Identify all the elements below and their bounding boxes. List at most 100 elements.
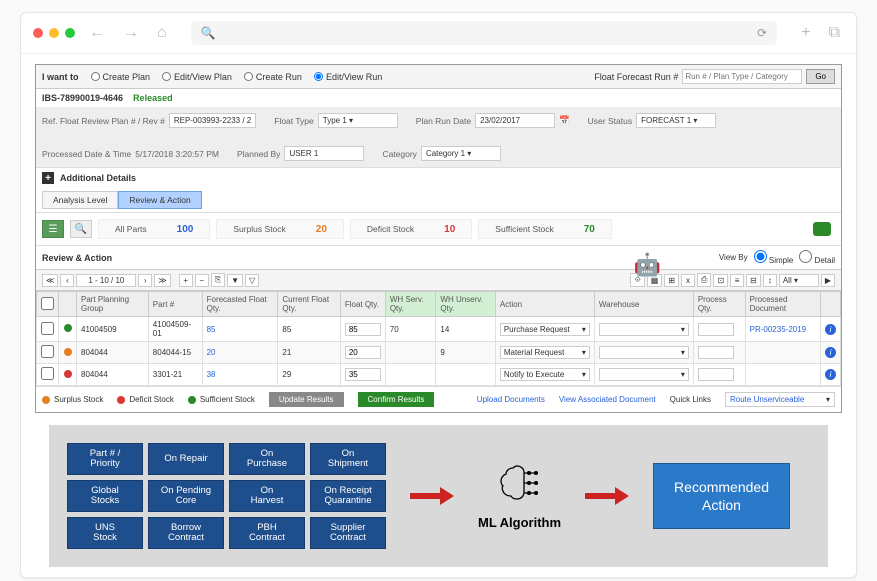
col-part[interactable]: Part # bbox=[148, 292, 202, 317]
go-button[interactable]: Go bbox=[806, 69, 835, 84]
col-wh-unserv[interactable]: WH Unserv. Qty. bbox=[436, 292, 495, 317]
radio-create-plan[interactable]: Create Plan bbox=[91, 72, 151, 82]
prev-page-button[interactable]: ‹ bbox=[60, 274, 74, 287]
quick-links-select[interactable]: Route Unserviceable▾ bbox=[725, 392, 835, 407]
cell-forecast-qty[interactable]: 38 bbox=[202, 364, 278, 386]
col-current-qty[interactable]: Current Float Qty. bbox=[278, 292, 340, 317]
input-box: GlobalStocks bbox=[67, 480, 143, 512]
delete-row-button[interactable]: − bbox=[195, 274, 209, 287]
minimize-window-icon[interactable] bbox=[49, 28, 59, 38]
surplus-label: Surplus Stock bbox=[233, 224, 285, 234]
next-page-button[interactable]: › bbox=[138, 274, 152, 287]
cell-warehouse[interactable]: ▾ bbox=[594, 342, 693, 364]
cell-action[interactable]: Notify to Execute▾ bbox=[495, 364, 594, 386]
cell-processed-doc[interactable]: PR-00235-2019 bbox=[745, 317, 820, 342]
tool-icon-6[interactable]: ⊡ bbox=[713, 274, 728, 287]
table-row[interactable]: 41004509 41004509-01 85 85 70 14 Purchas… bbox=[37, 317, 841, 342]
col-process-qty[interactable]: Process Qty. bbox=[693, 292, 745, 317]
radio-create-run[interactable]: Create Run bbox=[244, 72, 302, 82]
col-ppg[interactable]: Part Planning Group bbox=[77, 292, 149, 317]
close-window-icon[interactable] bbox=[33, 28, 43, 38]
filter-button[interactable]: ▼ bbox=[227, 274, 243, 287]
table-row[interactable]: 804044 3301-21 38 29 Notify to Execute▾ … bbox=[37, 364, 841, 386]
tabs-button[interactable]: ⧉ bbox=[825, 24, 844, 42]
cell-process-qty[interactable] bbox=[693, 364, 745, 386]
info-icon[interactable]: i bbox=[825, 347, 836, 358]
additional-details-header[interactable]: + Additional Details bbox=[36, 167, 841, 188]
col-float-qty[interactable]: Float Qty. bbox=[340, 292, 385, 317]
tool-icon-7[interactable]: ≡ bbox=[730, 274, 744, 287]
category-select[interactable]: Category 1 ▾ bbox=[421, 146, 501, 161]
col-wh-serv[interactable]: WH Serv. Qty. bbox=[385, 292, 436, 317]
info-icon[interactable]: i bbox=[825, 324, 836, 335]
recommended-action-box: RecommendedAction bbox=[653, 463, 790, 529]
info-icon[interactable]: i bbox=[825, 369, 836, 380]
radio-edit-plan[interactable]: Edit/View Plan bbox=[162, 72, 232, 82]
copy-button[interactable]: ⎘ bbox=[211, 273, 225, 287]
cell-process-qty[interactable] bbox=[693, 317, 745, 342]
calendar-icon[interactable]: 📅 bbox=[559, 115, 570, 126]
maximize-window-icon[interactable] bbox=[65, 28, 75, 38]
radio-edit-run[interactable]: Edit/View Run bbox=[314, 72, 382, 82]
col-forecast-qty[interactable]: Forecasted Float Qty. bbox=[202, 292, 278, 317]
cell-float-qty[interactable] bbox=[340, 342, 385, 364]
confirm-results-button[interactable]: Confirm Results bbox=[358, 392, 435, 407]
select-all-checkbox[interactable] bbox=[37, 292, 59, 317]
cell-float-qty[interactable] bbox=[340, 317, 385, 342]
tab-review-action[interactable]: Review & Action bbox=[118, 191, 201, 209]
tool-icon-5[interactable]: ⎙ bbox=[697, 273, 711, 287]
cell-forecast-qty[interactable]: 20 bbox=[202, 342, 278, 364]
back-button[interactable]: ← bbox=[85, 24, 109, 42]
cell-action[interactable]: Material Request▾ bbox=[495, 342, 594, 364]
export-icon[interactable]: x bbox=[681, 274, 695, 287]
col-warehouse[interactable]: Warehouse bbox=[594, 292, 693, 317]
row-checkbox[interactable] bbox=[41, 322, 54, 335]
chat-icon[interactable] bbox=[813, 222, 831, 236]
tab-analysis-level[interactable]: Analysis Level bbox=[42, 191, 118, 209]
funnel-icon[interactable]: ▽ bbox=[245, 274, 259, 287]
address-bar[interactable]: 🔍 ⟳ bbox=[191, 21, 778, 45]
cell-processed-doc[interactable] bbox=[745, 342, 820, 364]
viewby-detail[interactable]: Detail bbox=[799, 250, 835, 265]
cell-processed-doc[interactable] bbox=[745, 364, 820, 386]
plan-run-date-input[interactable]: 23/02/2017 bbox=[475, 113, 555, 128]
tool-icon-8[interactable]: ⊟ bbox=[746, 274, 761, 287]
tool-icon-9[interactable]: ↕ bbox=[763, 274, 777, 287]
col-action[interactable]: Action bbox=[495, 292, 594, 317]
cell-float-qty[interactable] bbox=[340, 364, 385, 386]
user-status-select[interactable]: FORECAST 1 ▾ bbox=[636, 113, 716, 128]
viewby-simple[interactable]: Simple bbox=[754, 250, 794, 265]
refresh-icon[interactable]: ⟳ bbox=[757, 26, 767, 40]
forward-button[interactable]: → bbox=[119, 24, 143, 42]
add-row-button[interactable]: + bbox=[179, 274, 193, 287]
cell-action[interactable]: Purchase Request▾ bbox=[495, 317, 594, 342]
cell-forecast-qty[interactable]: 85 bbox=[202, 317, 278, 342]
processed-date-value: 5/17/2018 3:20:57 PM bbox=[135, 149, 219, 159]
legend-bar: Surplus Stock Deficit Stock Sufficient S… bbox=[36, 386, 841, 412]
home-button[interactable]: ⌂ bbox=[153, 24, 171, 42]
row-checkbox[interactable] bbox=[41, 345, 54, 358]
upload-documents-link[interactable]: Upload Documents bbox=[477, 395, 545, 404]
all-dropdown[interactable]: All ▾ bbox=[779, 274, 819, 287]
row-checkbox[interactable] bbox=[41, 367, 54, 380]
input-box: Part # /Priority bbox=[67, 443, 143, 475]
cell-warehouse[interactable]: ▾ bbox=[594, 364, 693, 386]
view-associated-doc-link[interactable]: View Associated Document bbox=[559, 395, 656, 404]
col-processed-doc[interactable]: Processed Document bbox=[745, 292, 820, 317]
category-label: Category bbox=[382, 149, 417, 159]
table-row[interactable]: 804044 804044-15 20 21 9 Material Reques… bbox=[37, 342, 841, 364]
new-tab-button[interactable]: + bbox=[797, 24, 814, 42]
expand-icon[interactable]: + bbox=[42, 172, 54, 184]
status-dot bbox=[64, 370, 72, 378]
cell-warehouse[interactable]: ▾ bbox=[594, 317, 693, 342]
list-view-icon[interactable]: ☰ bbox=[42, 220, 64, 238]
last-page-button[interactable]: ≫ bbox=[154, 274, 170, 287]
update-results-button[interactable]: Update Results bbox=[269, 392, 344, 407]
first-page-button[interactable]: ≪ bbox=[42, 274, 58, 287]
go-icon[interactable]: ▶ bbox=[821, 274, 835, 287]
cell-process-qty[interactable] bbox=[693, 342, 745, 364]
search-view-icon[interactable]: 🔍 bbox=[70, 220, 92, 238]
float-type-select[interactable]: Type 1 ▾ bbox=[318, 113, 398, 128]
tool-icon-3[interactable]: ⊞ bbox=[664, 274, 679, 287]
ffr-input[interactable] bbox=[682, 69, 802, 84]
